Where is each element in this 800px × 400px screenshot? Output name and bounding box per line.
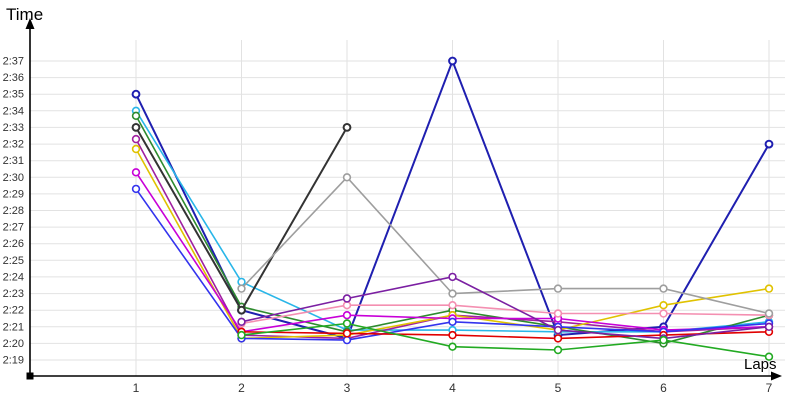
- svg-text:2:35: 2:35: [3, 89, 24, 101]
- svg-text:2:23: 2:23: [3, 288, 24, 300]
- svg-text:2:27: 2:27: [3, 222, 24, 234]
- svg-text:7: 7: [766, 381, 773, 395]
- svg-text:2: 2: [238, 381, 245, 395]
- svg-text:2:36: 2:36: [3, 72, 24, 84]
- svg-text:2:19: 2:19: [3, 355, 24, 367]
- svg-text:2:24: 2:24: [3, 271, 24, 283]
- svg-text:2:29: 2:29: [3, 188, 24, 200]
- svg-text:2:26: 2:26: [3, 238, 24, 250]
- svg-text:2:31: 2:31: [3, 155, 24, 167]
- svg-text:2:25: 2:25: [3, 255, 24, 267]
- svg-text:3: 3: [344, 381, 351, 395]
- svg-text:2:30: 2:30: [3, 172, 24, 184]
- svg-text:2:34: 2:34: [3, 105, 24, 117]
- svg-text:2:28: 2:28: [3, 205, 24, 217]
- svg-text:5: 5: [555, 381, 562, 395]
- svg-text:2:33: 2:33: [3, 122, 24, 134]
- svg-text:Laps: Laps: [744, 356, 777, 373]
- svg-text:2:21: 2:21: [3, 321, 24, 333]
- svg-text:2:20: 2:20: [3, 338, 24, 350]
- svg-text:4: 4: [449, 381, 456, 395]
- svg-text:1: 1: [133, 381, 140, 395]
- svg-text:Time: Time: [6, 5, 43, 24]
- svg-text:2:22: 2:22: [3, 305, 24, 317]
- svg-text:2:37: 2:37: [3, 56, 24, 68]
- svg-text:2:32: 2:32: [3, 139, 24, 151]
- svg-text:6: 6: [660, 381, 667, 395]
